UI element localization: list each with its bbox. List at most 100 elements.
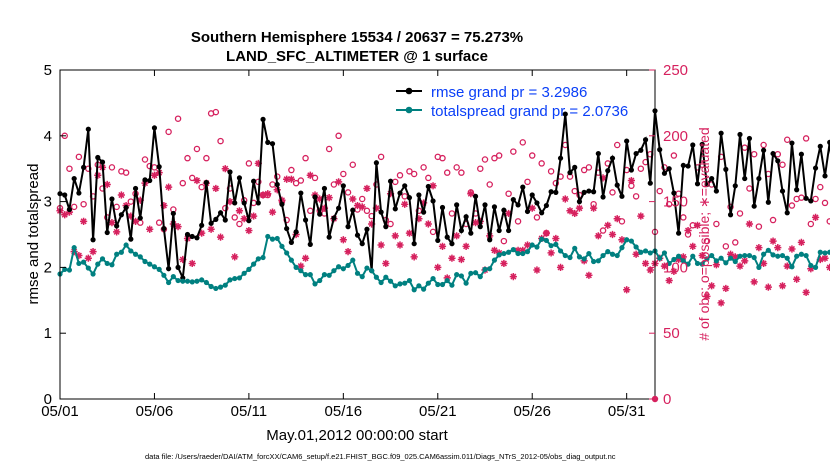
- rmse-point: [784, 210, 790, 216]
- spread-point: [624, 237, 630, 243]
- obs-evaluated-point: [675, 255, 683, 264]
- obs-evaluated-point: [259, 191, 267, 199]
- obs-possible-point: [665, 200, 673, 208]
- rmse-point: [66, 206, 73, 213]
- obs-possible-point: [505, 190, 512, 197]
- spread-point: [222, 282, 228, 288]
- obs-evaluated-point: [117, 191, 125, 199]
- rmse-point: [90, 237, 96, 243]
- rmse-point: [175, 264, 181, 270]
- rmse-point: [132, 185, 139, 192]
- obs-evaluated-point: [316, 195, 324, 203]
- obs-possible-point: [746, 185, 753, 192]
- rmse-point: [454, 202, 460, 208]
- legend-spread-label: totalspread grand pr = 2.0736: [431, 103, 628, 120]
- obs-evaluated-point: [250, 212, 258, 220]
- obs-evaluated-point: [641, 259, 650, 268]
- obs-possible-point: [363, 207, 371, 215]
- obs-evaluated-point: [599, 174, 607, 182]
- obs-evaluated-point: [254, 159, 262, 168]
- obs-evaluated-point: [552, 234, 560, 243]
- spread-point: [487, 266, 493, 272]
- obs-evaluated-point: [457, 255, 465, 264]
- rmse-point: [676, 230, 682, 236]
- obs-possible-point: [174, 115, 182, 122]
- obs-evaluated-point: [179, 255, 187, 264]
- spread-point: [553, 241, 559, 247]
- obs-evaluated-point: [741, 257, 749, 265]
- obs-evaluated-point: [519, 246, 527, 254]
- chart-title: Southern Hemisphere 15534 / 20637 = 75.2…: [191, 29, 523, 46]
- obs-evaluated-point: [207, 225, 215, 233]
- spread-point: [562, 252, 568, 259]
- rmse-point: [746, 135, 753, 142]
- spread-point: [524, 249, 531, 255]
- rmse-point: [279, 201, 285, 207]
- rmse-point: [628, 167, 634, 173]
- spread-point: [208, 283, 214, 290]
- obs-evaluated-point: [608, 230, 617, 239]
- obs-possible-point: [585, 164, 593, 171]
- spread-point: [118, 249, 124, 255]
- obs-possible-point: [198, 183, 205, 191]
- spread-point: [444, 277, 450, 284]
- rmse-point: [425, 183, 431, 190]
- y2-zero-marker: [651, 395, 659, 403]
- obs-evaluated-point: [523, 241, 532, 249]
- obs-evaluated-point: [646, 266, 654, 274]
- obs-evaluated-point: [193, 176, 201, 185]
- rmse-point: [350, 207, 356, 213]
- rmse-point: [199, 222, 205, 228]
- spread-point: [680, 258, 686, 264]
- obs-possible-point: [141, 156, 149, 163]
- spread-point: [274, 235, 280, 242]
- rmse-point: [529, 192, 535, 198]
- spread-point: [591, 258, 597, 265]
- spread-point: [345, 262, 351, 269]
- obs-possible-point: [533, 214, 541, 221]
- spread-point: [180, 278, 186, 284]
- spread-point: [298, 268, 304, 274]
- spread-point: [269, 236, 276, 242]
- obs-possible-point: [420, 164, 427, 171]
- obs-possible-point: [571, 187, 578, 195]
- spread-point: [66, 267, 73, 273]
- obs-possible-point: [510, 148, 517, 155]
- y2-axis-label: # of obs: o=possible; ∗=evaluated: [696, 127, 712, 340]
- spread-point: [742, 252, 748, 259]
- obs-evaluated-point: [769, 237, 777, 245]
- obs-evaluated-point: [575, 204, 584, 212]
- rmse-point: [775, 158, 781, 164]
- obs-evaluated-point: [514, 246, 522, 254]
- y-tick-label: 5: [44, 62, 52, 79]
- rmse-point: [591, 189, 597, 195]
- rmse-point: [340, 183, 346, 189]
- obs-evaluated-point: [231, 253, 239, 261]
- plot-frame: [59, 69, 656, 400]
- obs-evaluated-point: [420, 199, 428, 207]
- spread-point: [354, 270, 361, 276]
- spread-point: [76, 260, 82, 267]
- rmse-point: [690, 142, 696, 148]
- rmse-point: [373, 160, 379, 166]
- spread-point: [619, 245, 625, 251]
- obs-possible-point: [741, 144, 748, 151]
- y-axis-label: rmse and totalspread: [25, 164, 42, 305]
- obs-evaluated-point: [490, 246, 499, 254]
- spread-point: [770, 252, 776, 258]
- spread-point: [638, 249, 644, 255]
- obs-evaluated-point: [382, 259, 390, 268]
- obs-evaluated-point: [618, 236, 626, 244]
- rmse-point: [732, 183, 738, 189]
- x-tick-label: 05/01: [41, 403, 79, 420]
- spread-point: [378, 279, 384, 286]
- obs-possible-point: [519, 139, 527, 146]
- rmse-point: [539, 210, 545, 216]
- obs-possible-point: [349, 161, 357, 169]
- spread-point: [227, 277, 233, 283]
- obs-evaluated-point: [708, 282, 716, 290]
- spread-point: [387, 278, 394, 284]
- spread-point: [166, 279, 172, 286]
- obs-possible-point: [236, 220, 243, 228]
- spread-point: [609, 251, 616, 257]
